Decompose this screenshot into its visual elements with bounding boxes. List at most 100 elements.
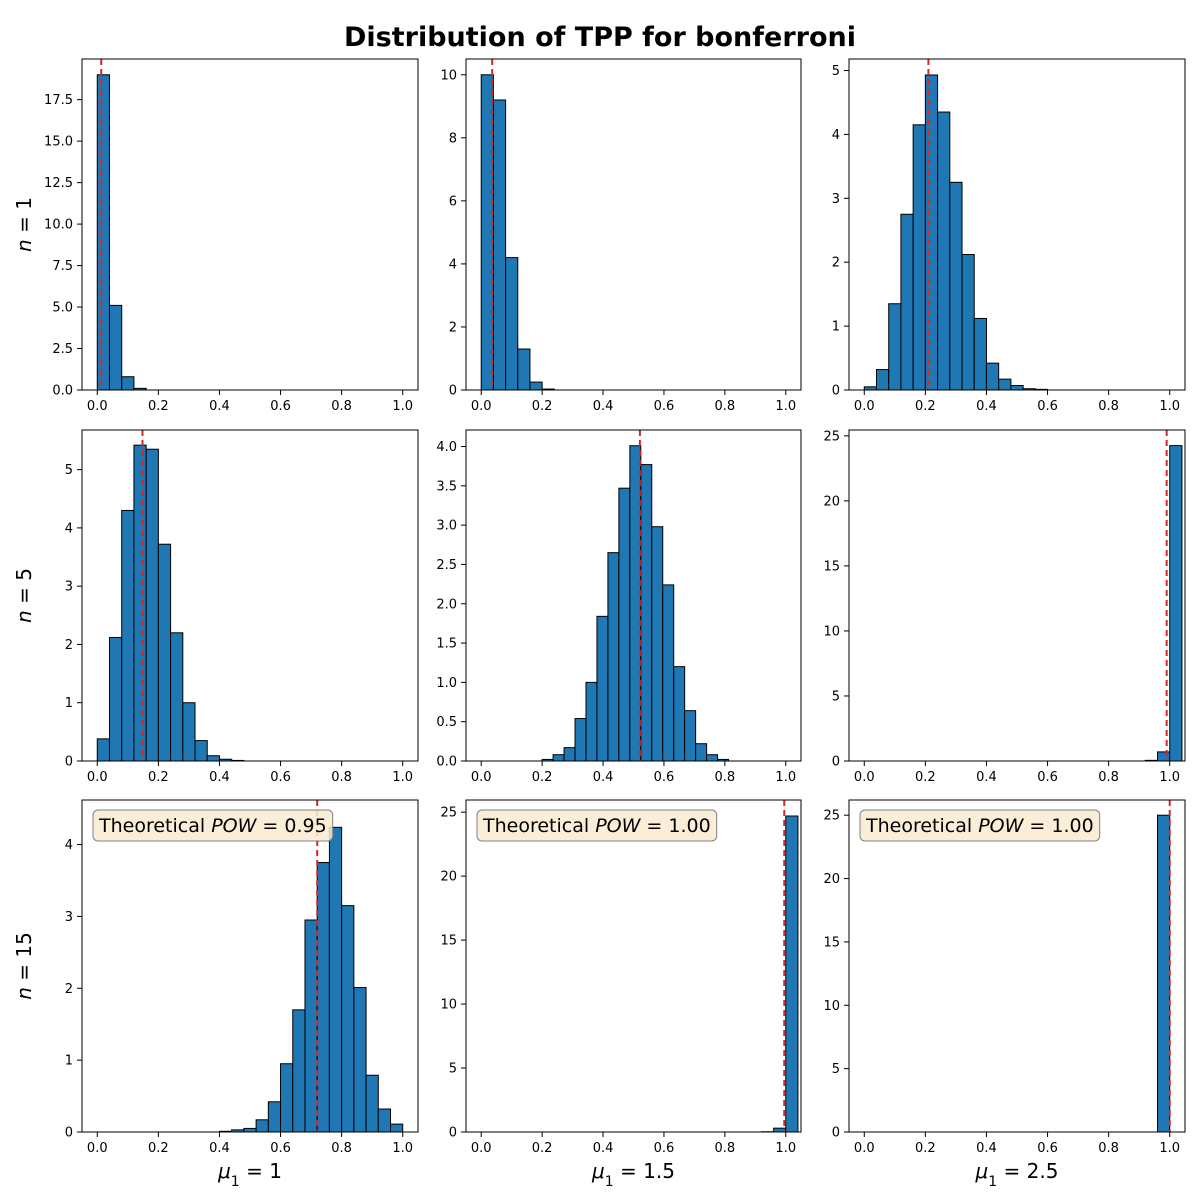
subplot-r1-c0: 0.0 0.2 0.4 0.6 0.8 1.0 0 1 2 3 4 5 n = 5 xyxy=(12,429,419,785)
y-tick-label: 6 xyxy=(449,194,457,209)
y-tick-label: 15 xyxy=(440,934,457,949)
histogram-bar xyxy=(194,740,208,762)
y-tick-label: 4 xyxy=(832,128,840,143)
label-value: = 1 xyxy=(240,1159,282,1183)
x-tick-label: 0.6 xyxy=(1037,399,1058,414)
x-axis-label: μ1 = 1 xyxy=(217,1159,282,1190)
histogram-bar xyxy=(121,509,135,762)
x-tick-label: 0.6 xyxy=(270,770,291,785)
annotation-background xyxy=(92,809,334,842)
x-tick-label: 0.6 xyxy=(654,1141,675,1156)
label-value: = 15 xyxy=(12,932,36,987)
y-tick-label: 15.0 xyxy=(44,135,73,150)
x-tick-label: 0.0 xyxy=(87,770,108,785)
y-tick-label: 20 xyxy=(823,872,840,887)
annotation-box: Theoretical POW = 1.00 xyxy=(476,809,718,842)
y-tick-label: 10 xyxy=(440,68,457,83)
y-tick-label: 0 xyxy=(832,384,840,399)
histogram-bar xyxy=(607,552,620,762)
y-tick-label: 0 xyxy=(449,1126,457,1141)
x-tick-label: 0.0 xyxy=(471,399,492,414)
y-tick-label: 2 xyxy=(832,256,840,271)
histogram-bar xyxy=(695,743,708,762)
y-tick-label: 1 xyxy=(832,320,840,335)
x-tick-label: 0.2 xyxy=(915,1141,936,1156)
y-axis-label: n = 15 xyxy=(12,932,36,1000)
y-tick-label: 3.5 xyxy=(436,479,457,494)
x-tick-label: 0.0 xyxy=(854,770,875,785)
x-tick-label: 0.2 xyxy=(532,1141,553,1156)
x-tick-label: 0.8 xyxy=(715,770,736,785)
x-tick-label: 0.4 xyxy=(209,1141,230,1156)
x-tick-label: 1.0 xyxy=(392,399,413,414)
annotation-text: Theoretical POW = 1.00 xyxy=(865,815,1094,837)
histogram-bar xyxy=(937,111,951,391)
y-tick-label: 4 xyxy=(449,257,457,272)
x-tick-label: 0.2 xyxy=(532,770,553,785)
x-tick-label: 0.4 xyxy=(976,1141,997,1156)
annotation-text: Theoretical POW = 0.95 xyxy=(98,815,327,837)
x-tick-label: 1.0 xyxy=(392,1141,413,1156)
y-tick-label: 4 xyxy=(65,838,73,853)
figure-title: Distribution of TPP for bonferroni xyxy=(344,22,856,53)
label-value: = 5 xyxy=(12,568,36,610)
histogram-bar xyxy=(243,1127,257,1133)
axes-frame xyxy=(465,58,802,391)
histogram-bar xyxy=(365,1074,379,1133)
x-tick-label: 0.0 xyxy=(854,1141,875,1156)
histogram-bar xyxy=(596,615,609,762)
histogram-bar xyxy=(1157,814,1171,1133)
histogram-bar xyxy=(552,754,565,762)
histogram-bar xyxy=(182,702,196,762)
x-tick-label: 0.6 xyxy=(270,399,291,414)
x-tick-label: 0.8 xyxy=(331,1141,352,1156)
annotation-prefix: Theoretical xyxy=(98,815,211,837)
y-tick-label: 2 xyxy=(449,320,457,335)
histogram-bar xyxy=(973,317,987,391)
histogram-bar xyxy=(662,584,675,762)
x-axis-label: μ1 = 2.5 xyxy=(975,1159,1059,1190)
x-tick-label: 1.0 xyxy=(392,770,413,785)
annotation-box: Theoretical POW = 1.00 xyxy=(859,809,1101,842)
histogram-bar xyxy=(96,738,110,762)
label-variable: μ xyxy=(591,1159,605,1183)
x-tick-label: 0.8 xyxy=(1098,770,1119,785)
subplot-r0-c1: 0.0 0.2 0.4 0.6 0.8 1.0 0 2 4 6 8 10 xyxy=(440,58,802,414)
y-tick-label: 0 xyxy=(449,384,457,399)
label-variable: μ xyxy=(217,1159,231,1183)
y-tick-label: 15 xyxy=(823,559,840,574)
label-value: = 1.5 xyxy=(614,1159,675,1183)
subplot-r2-c2: 0.0 0.2 0.4 0.6 0.8 1.0 0 5 10 15 20 25 μ1 = 2.5 Theo… xyxy=(823,799,1186,1190)
annotation-variable: POW xyxy=(595,815,641,837)
subplot-r0-c0: 0.0 0.2 0.4 0.6 0.8 1.0 0.0 2.5 5.0 7.5 10.0 12.5 15… xyxy=(12,58,419,414)
histogram-bar xyxy=(640,464,653,762)
histogram-bar xyxy=(529,381,543,391)
label-variable: n xyxy=(12,987,36,1000)
y-axis-label: n = 5 xyxy=(12,568,36,623)
y-tick-label: 17.5 xyxy=(44,93,73,108)
annotation-value: = 1.00 xyxy=(640,815,710,837)
histogram-bar xyxy=(280,1063,294,1133)
histogram-bar xyxy=(684,710,697,762)
axes-frame xyxy=(81,799,419,1133)
annotation-prefix: Theoretical xyxy=(482,815,595,837)
histogram-bar xyxy=(390,1123,404,1133)
y-tick-label: 20 xyxy=(440,870,457,885)
y-tick-label: 8 xyxy=(449,131,457,146)
annotation-background xyxy=(859,809,1101,842)
x-tick-label: 1.0 xyxy=(1159,770,1180,785)
x-tick-label: 0.4 xyxy=(976,770,997,785)
label-variable: n xyxy=(12,239,36,252)
histogram-bar xyxy=(316,862,330,1133)
y-tick-label: 10 xyxy=(823,999,840,1014)
x-axis-label: μ1 = 1.5 xyxy=(591,1159,675,1190)
x-tick-label: 0.2 xyxy=(915,399,936,414)
histogram-bar xyxy=(998,378,1012,391)
y-tick-label: 7.5 xyxy=(52,259,73,274)
histogram-bar xyxy=(255,1119,269,1133)
histogram-bar xyxy=(785,815,799,1133)
histogram-bar xyxy=(900,213,914,391)
x-tick-label: 0.0 xyxy=(471,770,492,785)
